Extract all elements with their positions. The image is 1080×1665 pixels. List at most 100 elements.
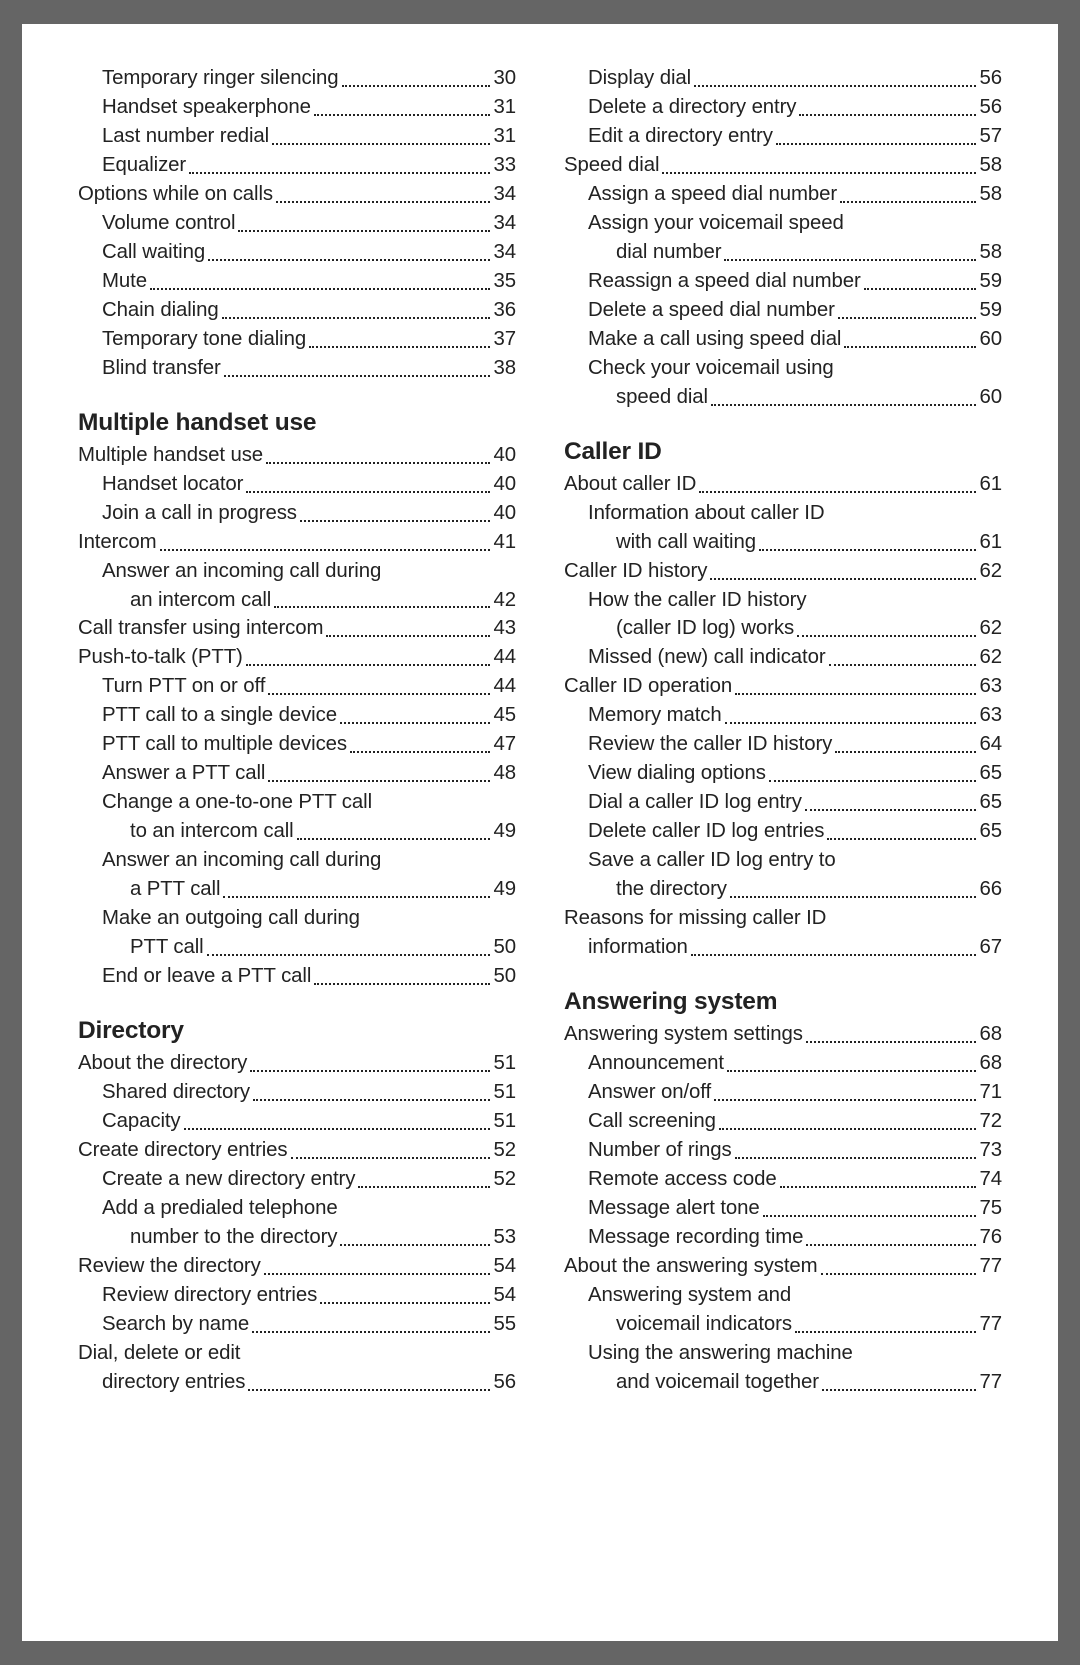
toc-entry: Options while on calls 34 xyxy=(78,180,516,209)
dot-leader xyxy=(358,1186,489,1188)
toc-page-number: 67 xyxy=(980,933,1002,962)
toc-page-number: 44 xyxy=(494,643,516,672)
toc-page-number: 62 xyxy=(980,557,1002,586)
dot-leader xyxy=(340,722,490,724)
toc-page-number: 34 xyxy=(494,238,516,267)
toc-page-number: 68 xyxy=(980,1049,1002,1078)
toc-entry: Mute35 xyxy=(78,267,516,296)
toc-entry-line: Using the answering machine xyxy=(564,1339,1002,1368)
toc-entry: Edit a directory entry57 xyxy=(564,122,1002,151)
toc-label: Review the caller ID history xyxy=(588,730,832,759)
toc-entry-continuation: a PTT call49 xyxy=(78,875,516,904)
toc-page-number: 31 xyxy=(494,122,516,151)
toc-label: Join a call in progress xyxy=(102,499,297,528)
toc-entry: View dialing options 65 xyxy=(564,759,1002,788)
toc-page-number: 65 xyxy=(980,788,1002,817)
toc-page-number: 34 xyxy=(494,180,516,209)
dot-leader xyxy=(314,983,489,985)
dot-leader xyxy=(821,1273,976,1275)
toc-entry-line: How the caller ID history xyxy=(564,586,1002,615)
toc-entry-continuation: (caller ID log) works62 xyxy=(564,614,1002,643)
toc-page-number: 56 xyxy=(980,64,1002,93)
dot-leader xyxy=(252,1331,489,1333)
toc-label: Display dial xyxy=(588,64,691,93)
toc-page-number: 55 xyxy=(494,1310,516,1339)
toc-page-number: 41 xyxy=(494,528,516,557)
toc-label: Delete caller ID log entries xyxy=(588,817,824,846)
section-heading: Directory xyxy=(78,1017,516,1045)
toc-label: View dialing options xyxy=(588,759,766,788)
toc-label: number to the directory xyxy=(130,1223,337,1252)
toc-label: Shared directory xyxy=(102,1078,250,1107)
dot-leader xyxy=(806,1041,976,1043)
dot-leader xyxy=(797,635,975,637)
dot-leader xyxy=(735,1157,976,1159)
toc-page-number: 58 xyxy=(980,180,1002,209)
toc-entry-line: Save a caller ID log entry to xyxy=(564,846,1002,875)
toc-entry-line: Reasons for missing caller ID xyxy=(564,904,1002,933)
toc-label: Dial a caller ID log entry xyxy=(588,788,802,817)
toc-label: Answering system settings xyxy=(564,1020,803,1049)
toc-entry-continuation: PTT call50 xyxy=(78,933,516,962)
toc-page-number: 65 xyxy=(980,759,1002,788)
toc-page-number: 59 xyxy=(980,267,1002,296)
toc-entry-line: Make an outgoing call during xyxy=(78,904,516,933)
toc-entry: Speed dial58 xyxy=(564,151,1002,180)
dot-leader xyxy=(840,201,975,203)
toc-page-number: 56 xyxy=(494,1368,516,1397)
toc-page-number: 40 xyxy=(494,499,516,528)
toc-label: Delete a speed dial number xyxy=(588,296,835,325)
dot-leader xyxy=(730,896,976,898)
dot-leader xyxy=(248,1389,489,1391)
toc-page-number: 63 xyxy=(980,672,1002,701)
toc-entry-continuation: speed dial60 xyxy=(564,383,1002,412)
dot-leader xyxy=(710,578,975,580)
toc-entry-continuation: voicemail indicators77 xyxy=(564,1310,1002,1339)
toc-page-number: 62 xyxy=(980,643,1002,672)
toc-entry: Assign a speed dial number58 xyxy=(564,180,1002,209)
toc-label: and voicemail together xyxy=(616,1368,819,1397)
dot-leader xyxy=(222,317,490,319)
toc-page-number: 77 xyxy=(980,1252,1002,1281)
toc-label: Options while on calls xyxy=(78,180,273,209)
toc-page-number: 37 xyxy=(494,325,516,354)
toc-label: an intercom call xyxy=(130,586,271,615)
toc-page-number: 33 xyxy=(494,151,516,180)
toc-label: Create a new directory entry xyxy=(102,1165,355,1194)
toc-entry: Delete a directory entry56 xyxy=(564,93,1002,122)
dot-leader xyxy=(350,751,490,753)
dot-leader xyxy=(340,1244,489,1246)
toc-page-number: 65 xyxy=(980,817,1002,846)
toc-entry: Reassign a speed dial number59 xyxy=(564,267,1002,296)
toc-entry: Review directory entries54 xyxy=(78,1281,516,1310)
toc-label: About the directory xyxy=(78,1049,247,1078)
toc-entry-continuation: and voicemail together77 xyxy=(564,1368,1002,1397)
toc-entry-line: Check your voicemail using xyxy=(564,354,1002,383)
toc-label: a PTT call xyxy=(130,875,220,904)
dot-leader xyxy=(699,491,975,493)
toc-label: Create directory entries xyxy=(78,1136,288,1165)
dot-leader xyxy=(223,896,489,898)
toc-label: dial number xyxy=(616,238,721,267)
toc-entry: Message recording time76 xyxy=(564,1223,1002,1252)
toc-label: Message alert tone xyxy=(588,1194,760,1223)
toc-label: PTT call xyxy=(130,933,204,962)
toc-entry: Review the caller ID history64 xyxy=(564,730,1002,759)
toc-page-number: 45 xyxy=(494,701,516,730)
toc-page-number: 34 xyxy=(494,209,516,238)
toc-page-number: 68 xyxy=(980,1020,1002,1049)
dot-leader xyxy=(711,404,976,406)
dot-leader xyxy=(272,143,489,145)
toc-label: Chain dialing xyxy=(102,296,219,325)
toc-page-number: 60 xyxy=(980,383,1002,412)
toc-label: Temporary tone dialing xyxy=(102,325,306,354)
toc-page-number: 56 xyxy=(980,93,1002,122)
toc-page-number: 77 xyxy=(980,1310,1002,1339)
toc-entry-line: Change a one-to-one PTT call xyxy=(78,788,516,817)
toc-entry: Intercom41 xyxy=(78,528,516,557)
toc-page-number: 76 xyxy=(980,1223,1002,1252)
toc-label: Equalizer xyxy=(102,151,186,180)
toc-entry-continuation: with call waiting61 xyxy=(564,528,1002,557)
toc-entry: End or leave a PTT call50 xyxy=(78,962,516,991)
toc-entry-line: Assign your voicemail speed xyxy=(564,209,1002,238)
